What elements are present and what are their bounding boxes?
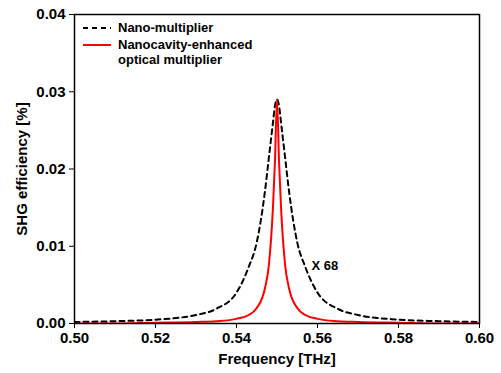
svg-text:0.01: 0.01 bbox=[36, 237, 65, 254]
svg-text:0.52: 0.52 bbox=[141, 329, 170, 346]
html-text:Nanocavity-enhanced optical mu: Nanocavity-enhanced optical multiplier bbox=[118, 37, 253, 67]
svg-text:0.56: 0.56 bbox=[303, 329, 332, 346]
html-text:Nano-multiplier: Nano-multiplier bbox=[118, 20, 214, 35]
svg-text:0.00: 0.00 bbox=[36, 314, 65, 331]
svg-text:0.54: 0.54 bbox=[222, 329, 252, 346]
svg-text:0.02: 0.02 bbox=[36, 160, 65, 177]
svg-text:0.58: 0.58 bbox=[384, 329, 413, 346]
svg-text:Frequency [THz]: Frequency [THz] bbox=[218, 350, 336, 367]
svg-text:SHG efficiency [%]: SHG efficiency [%] bbox=[13, 102, 30, 235]
svg-text:0.03: 0.03 bbox=[36, 83, 65, 100]
svg-text:0.04: 0.04 bbox=[36, 5, 66, 22]
svg-text:X 68: X 68 bbox=[311, 258, 338, 273]
svg-text:0.50: 0.50 bbox=[60, 329, 89, 346]
svg-text:0.60: 0.60 bbox=[465, 329, 494, 346]
